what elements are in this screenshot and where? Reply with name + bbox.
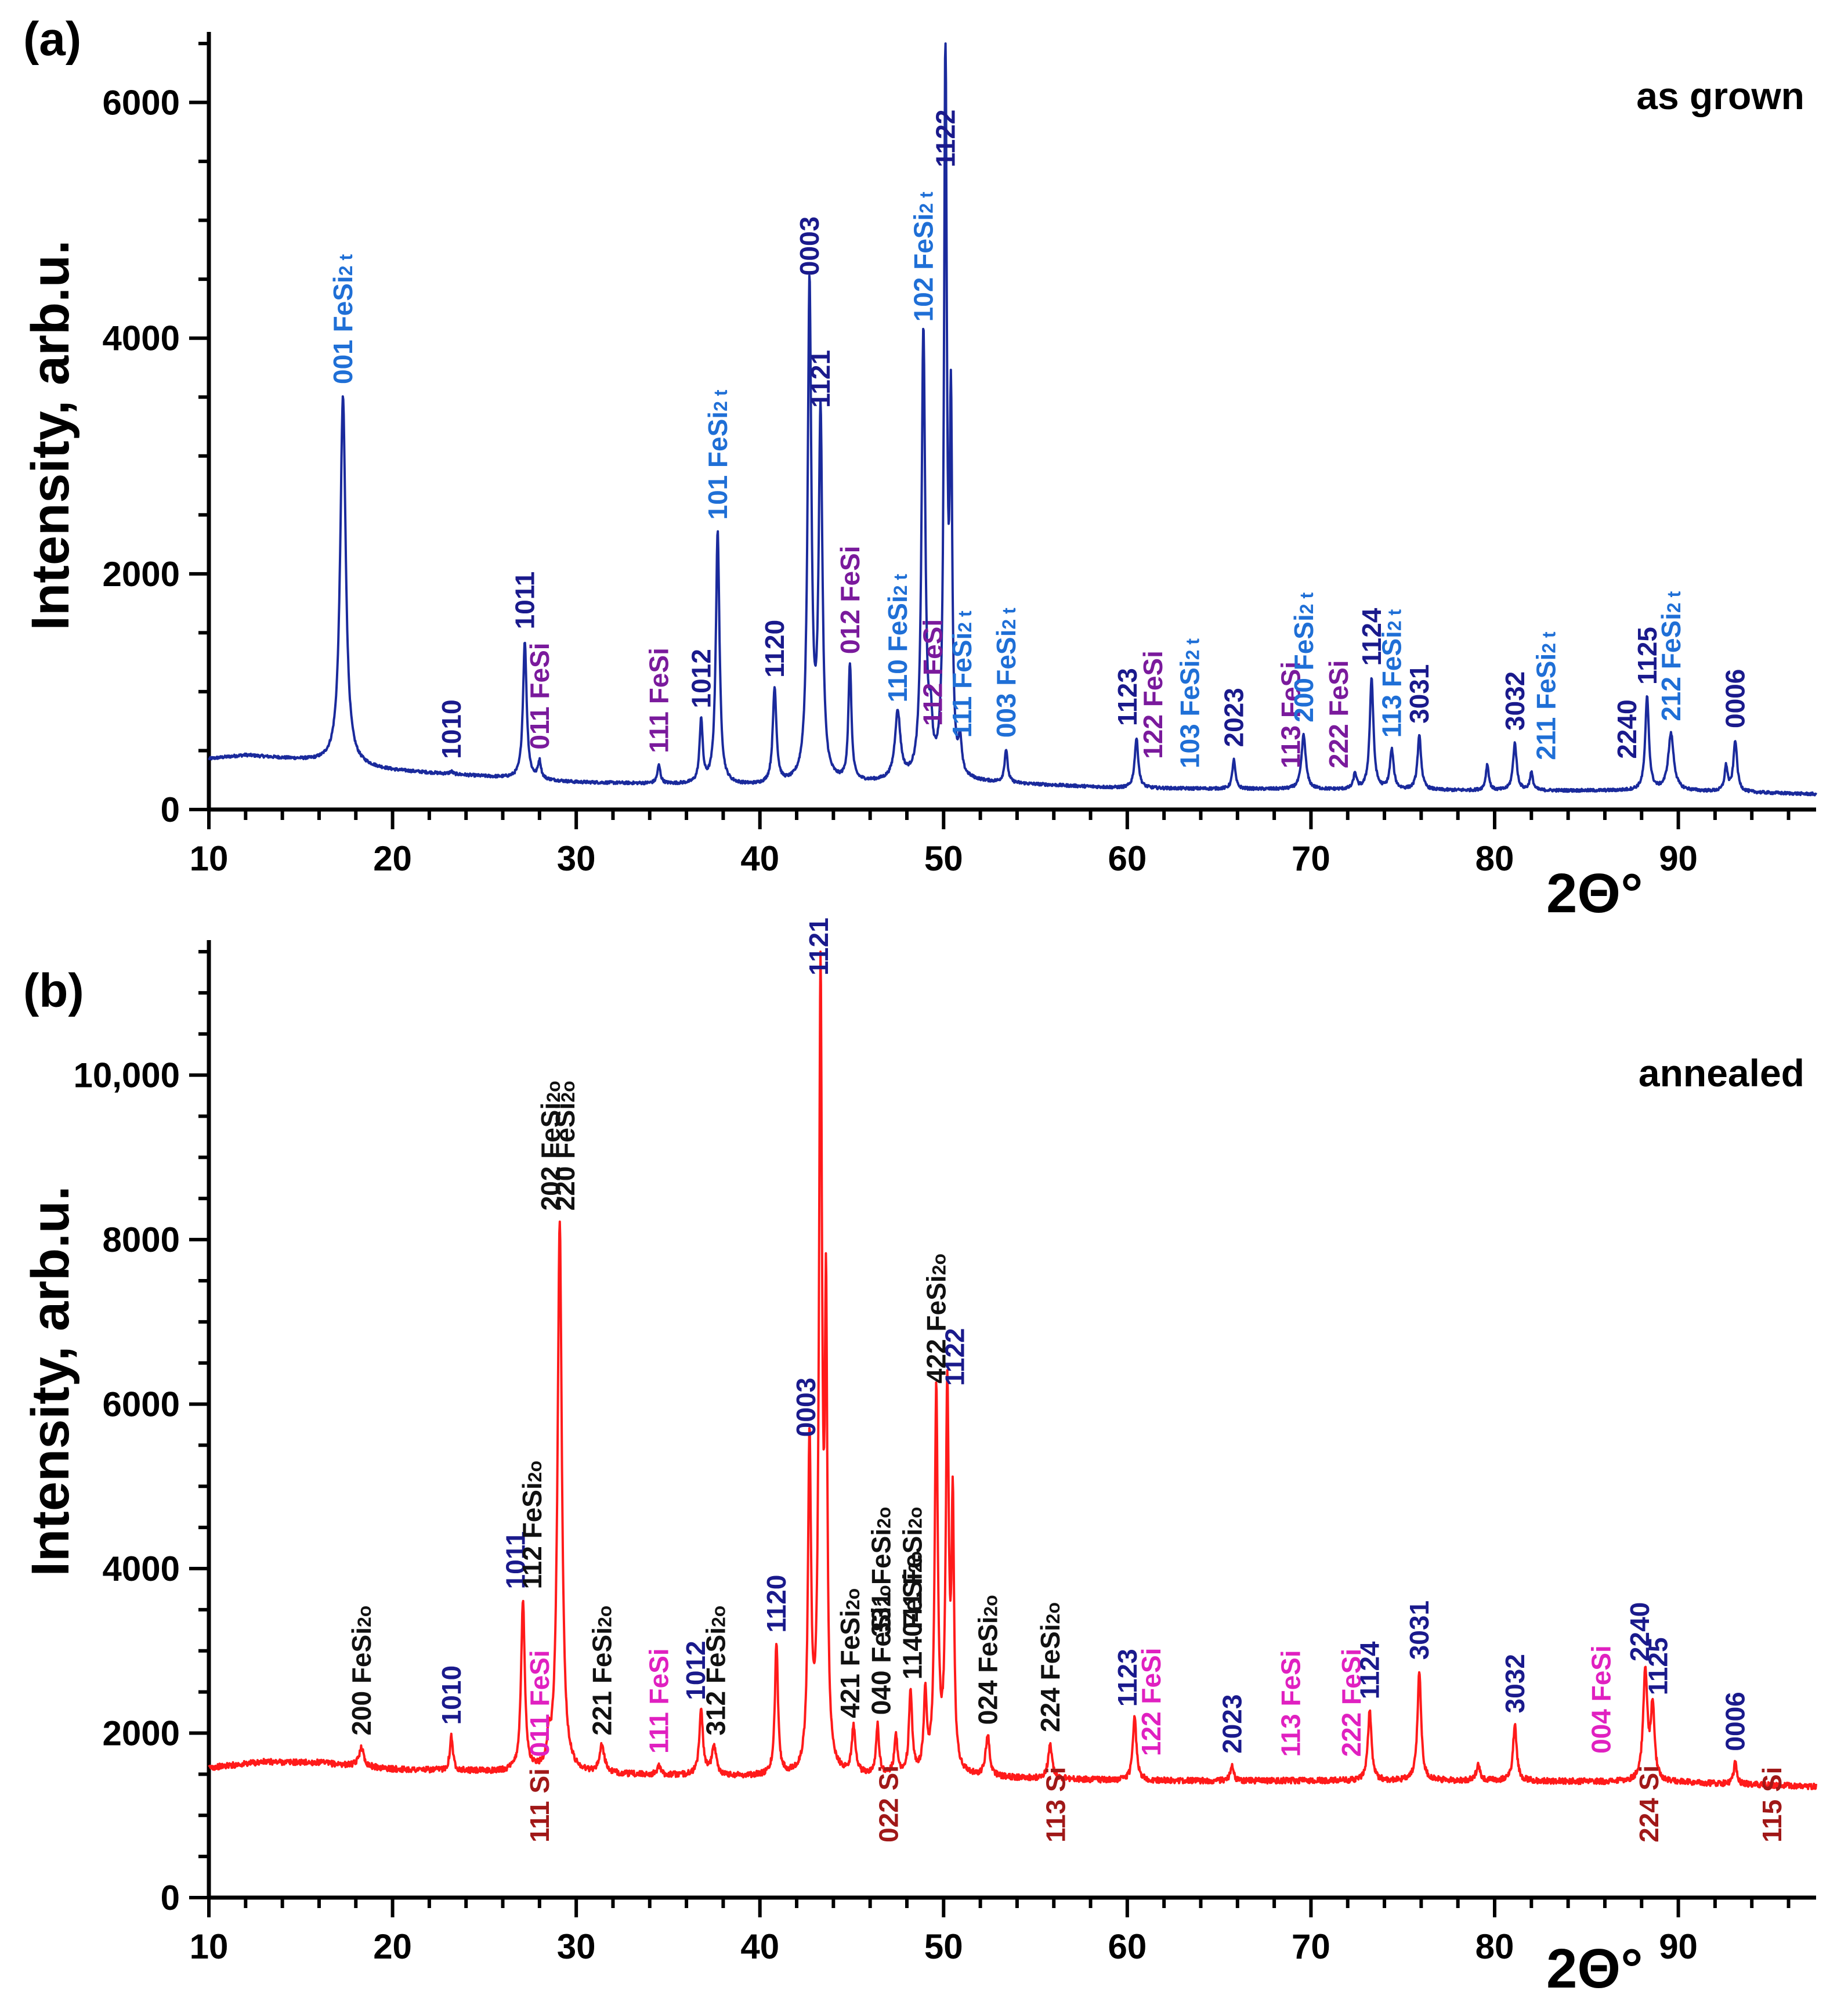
panel-a-peak-label: 112 FeSi — [917, 619, 947, 726]
panel-a-peak-label: 1123 — [1112, 668, 1142, 726]
panel-a-peak-label: 012 FeSi — [835, 545, 865, 654]
panel-b-y-tick-label: 10,000 — [73, 1056, 180, 1095]
panel-a-peak-label: 111 FeSi — [644, 648, 674, 753]
panel-b-peak-label: 113 FeSi — [1276, 1650, 1306, 1757]
panel-a-peak-label: 0003 — [794, 216, 824, 276]
panel-a-peak-label: 3032 — [1500, 671, 1530, 731]
panel-b-si-label: 115 Si — [1757, 1767, 1787, 1842]
panel-b-y-tick-label: 4000 — [103, 1549, 180, 1588]
panel-b-peak-label: 220 FeSi2o — [550, 1081, 580, 1211]
panel-b-x-tick-label: 60 — [1108, 1927, 1147, 1966]
panel-b-x-tick-label: 40 — [740, 1927, 779, 1966]
panel-a-peak-label: 1011 — [510, 572, 540, 630]
panel-b-peak-label: 3032 — [1500, 1654, 1530, 1713]
panel-a-peak-label: 1122 — [931, 110, 961, 168]
panel-b-x-tick-label: 80 — [1475, 1927, 1514, 1966]
panel-a-peak-label: 222 FeSi — [1323, 660, 1354, 768]
panel-a-peak-label: 113 FeSi — [1276, 662, 1306, 768]
panel-a-y-tick-label: 2000 — [103, 555, 180, 594]
panel-a-peak-label: 011 FeSi — [525, 642, 555, 749]
panel-b-plot: 10 20 30 40 50 60 70 80 90 0 2000 4000 6000 8000 10,00… — [73, 917, 1817, 1966]
panel-b-x-tick-label: 20 — [373, 1927, 412, 1966]
panel-b-peak-label: 3031 — [1404, 1600, 1434, 1660]
panel-b-peak-label: 111 FeSi — [644, 1648, 674, 1754]
panel-b-peak-label: 122 FeSi — [1136, 1647, 1166, 1756]
panel-b-si-label: 224 Si — [1634, 1765, 1664, 1842]
panel-a-ylabel: Intensity, arb.u. — [21, 240, 80, 630]
panel-b-peak-label: 1124 — [1355, 1641, 1385, 1699]
panel-a-series-line — [208, 42, 1817, 797]
panel-b-peak-label: 2240 — [1625, 1602, 1655, 1661]
panel-b-peak-label: 222 FeSi — [1336, 1649, 1366, 1757]
panel-b-peak-label: 224 FeSi2o — [1035, 1602, 1065, 1732]
panel-b-y-tick-label: 0 — [161, 1878, 180, 1917]
panel-b-si-label: 111 Si — [525, 1768, 555, 1842]
panel-a-x-tick-label: 20 — [373, 839, 412, 878]
panel-a-x-tick-label: 40 — [740, 839, 779, 878]
panel-b-y-tick-label: 6000 — [103, 1385, 180, 1424]
panel-b-peak-label: 2023 — [1217, 1694, 1247, 1754]
panel-a-y-tick-label: 6000 — [103, 84, 180, 122]
panel-a-x-tick-label: 80 — [1475, 839, 1514, 878]
panel-b-peak-label: 1125 — [1643, 1637, 1673, 1695]
panel-a-x-tick-label: 90 — [1659, 839, 1698, 878]
panel-b-peak-label: 1121 — [804, 917, 834, 975]
panel-b-peak-label: 1011 — [501, 1531, 531, 1589]
panel-b-peak-label: 0006 — [1720, 1692, 1751, 1751]
panel-a-x-tick-label: 60 — [1108, 839, 1147, 878]
panel-a-xlabel: 2Θ° — [1546, 862, 1643, 924]
panel-b-peak-label: 0003 — [791, 1378, 821, 1437]
panel-b-x-tick-label: 50 — [924, 1927, 963, 1966]
panel-a-peak-label: 2240 — [1612, 699, 1642, 758]
panel-a-peak-label: 122 FeSi — [1138, 651, 1168, 759]
panel-b-x-tick-label: 30 — [557, 1927, 596, 1966]
panel-b-x-tick-label: 90 — [1659, 1927, 1698, 1966]
panel-b-peak-label: 1122 — [939, 1328, 970, 1386]
panel-a-peak-label: 2023 — [1219, 688, 1249, 747]
panel-a-x-tick-label: 50 — [924, 839, 963, 878]
panel-a-peak-label: 1121 — [805, 350, 836, 408]
panel-a-peak-label: 1012 — [686, 649, 716, 708]
panel-a-peak-label: 003 FeSi2 t — [991, 608, 1021, 738]
panel-b-peak-label: 1123 — [1112, 1649, 1142, 1707]
panel-a-peak-label: 1010 — [436, 699, 466, 758]
panel-b-series-line — [208, 951, 1817, 1790]
panel-b-xlabel: 2Θ° — [1546, 1938, 1643, 1998]
panel-a-peak-label: 3031 — [1404, 664, 1434, 724]
panel-a-x-tick-label: 10 — [190, 839, 229, 878]
panel-a-y-tick-label: 0 — [161, 790, 180, 829]
panel-b-y-tick-label: 8000 — [103, 1220, 180, 1259]
panel-a-peak-label: 1124 — [1357, 608, 1387, 666]
panel-b-condition: annealed — [1639, 1052, 1804, 1094]
panel-a-peak-label: 0006 — [1720, 669, 1751, 728]
panel-b-si-label: 113 Si — [1040, 1767, 1071, 1842]
panel-b-si-label: 022 Si — [873, 1765, 903, 1842]
panel-b-x-tick-label: 70 — [1292, 1927, 1330, 1966]
panel-b-peak-label: 004 FeSi — [1586, 1645, 1616, 1754]
panel-b-ylabel: Intensity, arb.u. — [21, 1186, 80, 1576]
panel-b-peak-label: 1012 — [681, 1641, 711, 1700]
panel-a-condition: as grown — [1636, 74, 1804, 117]
panel-a-x-tick-label: 30 — [557, 839, 596, 878]
panel-b-peak-label: 1010 — [436, 1665, 466, 1725]
panel-b-y-tick-label: 2000 — [103, 1714, 180, 1753]
panel-b-peak-label: 011 FeSi — [525, 1650, 555, 1757]
panel-a-x-tick-label: 70 — [1292, 839, 1330, 878]
panel-a-y-tick-label: 4000 — [103, 319, 180, 358]
panel-a-letter: (a) — [23, 13, 81, 66]
panel-a-peak-label: 1120 — [760, 620, 790, 678]
panel-b-peak-label: 1120 — [761, 1575, 791, 1633]
panel-b-letter: (b) — [23, 964, 84, 1017]
panel-b-x-tick-label: 10 — [190, 1927, 229, 1966]
panel-a-peak-label: 1125 — [1632, 627, 1662, 685]
